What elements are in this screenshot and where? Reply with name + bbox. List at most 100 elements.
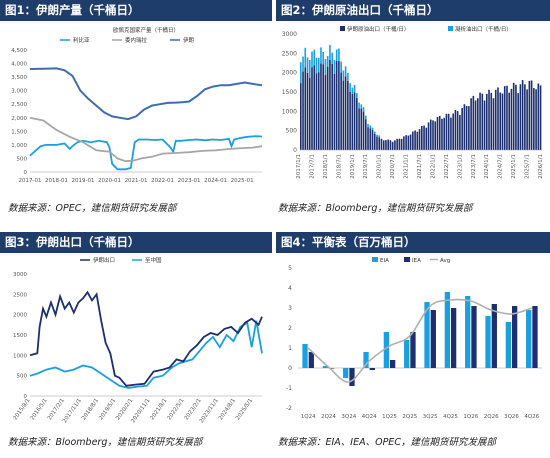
series-line — [29, 320, 263, 389]
x-tick-label: 2022/1/1 — [430, 154, 436, 179]
bar-eia — [526, 310, 532, 368]
bar-condensate — [338, 48, 340, 61]
bar-crude — [351, 93, 354, 150]
y-tick-label: 2,500 — [11, 102, 27, 108]
bar-eia — [485, 316, 491, 368]
bar-crude — [369, 128, 372, 150]
bar-crude — [443, 117, 446, 150]
bar-crude — [414, 130, 416, 150]
legend-label: 伊朗出口 — [93, 256, 115, 264]
legend-label: 利比亚 — [73, 36, 90, 44]
bar-crude — [376, 136, 378, 150]
bar-crude — [326, 66, 329, 150]
bar-crude — [436, 116, 439, 150]
bar-iea — [532, 306, 538, 368]
bar-condensate — [349, 83, 351, 92]
bar-crude — [398, 138, 401, 150]
x-tick-label: 4Q26 — [524, 414, 539, 420]
bar-eia — [322, 366, 328, 368]
chart-crude-exports: 伊朗原油出口（千桶/日） 凝析油出口（千桶/日） 0 500 1000 1500 2000 2… — [282, 25, 544, 179]
bar-condensate — [373, 131, 376, 134]
bar-crude — [497, 87, 499, 150]
x-tick-label: 2Q24 — [321, 414, 336, 420]
panel-title: 图2：伊朗原油出口（千桶日） — [276, 0, 550, 21]
bar-crude — [510, 88, 513, 150]
bar-condensate — [378, 135, 381, 138]
series-line — [29, 67, 263, 121]
bar-condensate — [329, 45, 331, 60]
bar-crude — [342, 80, 345, 150]
source-note: 数据来源：EIA、IEA、OPEC，建信期货研究发展部 — [278, 437, 496, 448]
bar-condensate — [302, 56, 304, 72]
bar-crude — [472, 95, 475, 150]
y-tick-label: 500 — [17, 156, 28, 162]
panel-production: 图1：伊朗产量（千桶日） 欧佩克国家产量（千桶日） 伊朗 利比亚 委内瑞拉 0 500 1,… — [0, 0, 272, 222]
bar-crude — [371, 130, 374, 150]
y-tick-label: 2000 — [13, 313, 27, 319]
bar-crude — [470, 98, 472, 150]
bar-crude — [367, 127, 369, 150]
bar-iea — [410, 332, 416, 368]
y-tick-label: 2500 — [282, 50, 297, 57]
y-tick-label: 3 — [288, 305, 292, 312]
panel-balance: 图4：平衡表（百万桶日） EIA IEA Avg -2 -1 0 1 2 3 4 5 1Q24 2Q24… — [276, 232, 550, 458]
y-tick-label: 0 — [288, 365, 292, 372]
bar-crude — [380, 138, 383, 150]
bar-crude — [405, 135, 407, 150]
y-tick-label: 4,000 — [11, 62, 27, 68]
bar-crude — [524, 84, 526, 150]
bar-crude — [320, 63, 322, 150]
legend-swatch — [448, 26, 453, 31]
chart-exports-china: 伊朗出口 至中国0500100015002000250030002015/8/12… — [13, 256, 263, 424]
bar-crude — [416, 131, 419, 150]
x-tick-label: 1Q25 — [382, 414, 397, 420]
bar-crude — [490, 92, 493, 150]
y-tick-label: 3,000 — [11, 89, 27, 95]
x-tick-label: 2018/7/1 — [336, 154, 342, 179]
legend-label: 委内瑞拉 — [125, 36, 148, 44]
x-tick-label: 2025-01 — [231, 178, 254, 184]
x-tick-label: 2018/1/1 — [323, 154, 329, 179]
x-tick-label: 2024/1/1 — [484, 154, 490, 179]
bar-eia — [505, 322, 511, 368]
bar-crude — [501, 93, 504, 150]
bar-crude — [315, 73, 318, 150]
x-tick-label: 2018-01 — [45, 178, 68, 184]
panel-exports-china: 图3：伊朗出口（千桶日） 伊朗出口 至中国 0 500 1000 1500 2000 2500… — [0, 232, 272, 458]
x-tick-label: 2023-01 — [178, 178, 201, 184]
x-tick-label: 2025/5/1 — [235, 398, 254, 422]
bar-crude — [421, 126, 423, 150]
x-tick-label: 2017-01 — [19, 178, 42, 184]
bar-crude — [347, 80, 349, 150]
legend-label: EIA — [380, 258, 389, 264]
bar-condensate — [362, 107, 365, 112]
legend-label: IEA — [412, 258, 421, 264]
x-tick-label: 3Q25 — [423, 414, 438, 420]
x-tick-label: 2024-01 — [204, 178, 227, 184]
bar-crude — [418, 129, 421, 150]
bar-condensate — [351, 87, 354, 94]
y-tick-label: -1 — [286, 385, 292, 392]
bar-iea — [430, 310, 436, 368]
y-tick-label: 1 — [288, 345, 292, 352]
x-tick-label: 3Q24 — [341, 414, 356, 420]
x-tick-label: 2023/7/1 — [471, 154, 477, 179]
bar-crude — [479, 92, 481, 150]
bar-condensate — [320, 47, 322, 64]
x-tick-label: 2020/7/1 — [390, 154, 396, 179]
y-tick-label: 2000 — [282, 70, 297, 77]
bar-crude — [506, 85, 508, 150]
bar-eia — [363, 352, 369, 368]
bar-crude — [302, 71, 304, 150]
series-line-avg — [307, 298, 533, 383]
bar-crude — [515, 84, 517, 150]
x-tick-label: 2022/7/1 — [444, 154, 450, 179]
bar-crude — [539, 85, 542, 150]
y-tick-label: 5 — [288, 265, 292, 272]
legend-label: 凝析油出口（千桶/日） — [455, 25, 512, 33]
x-tick-label: 2026/1/1 — [538, 154, 544, 179]
x-tick-label: 2021/1/1 — [404, 154, 410, 179]
bar-crude — [429, 119, 432, 150]
legend-label: 伊朗原油出口（千桶/日） — [347, 25, 409, 33]
y-tick-label: 2 — [288, 325, 292, 332]
